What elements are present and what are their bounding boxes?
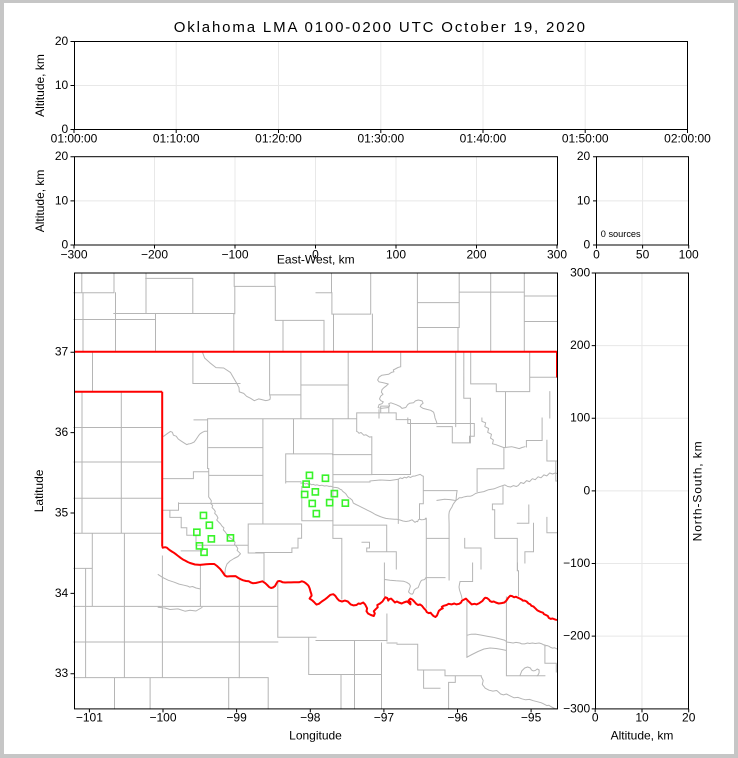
svg-text:100: 100 [679, 247, 699, 261]
svg-text:−100: −100 [149, 710, 176, 724]
svg-text:0: 0 [592, 710, 599, 724]
svg-text:0: 0 [584, 237, 591, 251]
svg-text:0 sources: 0 sources [601, 229, 641, 239]
svg-text:−96: −96 [447, 710, 468, 724]
svg-text:−101: −101 [76, 710, 103, 724]
svg-text:−300: −300 [60, 247, 87, 261]
svg-text:−95: −95 [521, 710, 542, 724]
svg-text:01:20:00: 01:20:00 [255, 131, 302, 145]
svg-text:37: 37 [55, 345, 69, 359]
svg-text:34: 34 [55, 586, 69, 600]
svg-text:−100: −100 [221, 247, 248, 261]
svg-text:−300: −300 [563, 701, 590, 715]
svg-text:10: 10 [55, 193, 69, 207]
svg-text:Altitude, km: Altitude, km [33, 170, 47, 233]
svg-text:300: 300 [570, 265, 590, 279]
svg-text:01:30:00: 01:30:00 [357, 131, 404, 145]
svg-text:01:50:00: 01:50:00 [562, 131, 609, 145]
svg-text:Altitude, km: Altitude, km [33, 54, 47, 117]
svg-text:−99: −99 [226, 710, 247, 724]
svg-text:100: 100 [570, 411, 590, 425]
svg-text:36: 36 [55, 425, 69, 439]
svg-text:0: 0 [62, 122, 69, 136]
svg-text:01:40:00: 01:40:00 [460, 131, 507, 145]
svg-text:200: 200 [466, 247, 486, 261]
svg-text:Latitude: Latitude [32, 469, 46, 512]
svg-text:100: 100 [386, 247, 406, 261]
svg-text:0: 0 [584, 483, 591, 497]
svg-text:East-West, km: East-West, km [277, 252, 355, 266]
svg-text:200: 200 [570, 338, 590, 352]
svg-text:−100: −100 [563, 556, 590, 570]
svg-text:20: 20 [682, 710, 696, 724]
svg-text:20: 20 [55, 149, 69, 163]
svg-text:20: 20 [55, 34, 69, 48]
svg-text:02:00:00: 02:00:00 [664, 131, 711, 145]
svg-text:10: 10 [577, 193, 591, 207]
svg-text:50: 50 [636, 247, 650, 261]
svg-text:01:00:00: 01:00:00 [51, 131, 98, 145]
svg-text:−97: −97 [374, 710, 395, 724]
svg-text:20: 20 [577, 149, 591, 163]
svg-text:0: 0 [312, 247, 319, 261]
svg-text:−98: −98 [300, 710, 321, 724]
svg-text:−200: −200 [141, 247, 168, 261]
svg-text:0: 0 [62, 237, 69, 251]
svg-text:Oklahoma LMA 0100-0200 UTC Oct: Oklahoma LMA 0100-0200 UTC October 19, 2… [174, 19, 587, 36]
svg-text:300: 300 [547, 247, 567, 261]
svg-text:Altitude, km: Altitude, km [611, 729, 674, 743]
svg-text:−200: −200 [563, 629, 590, 643]
svg-text:0: 0 [593, 247, 600, 261]
svg-text:01:10:00: 01:10:00 [153, 131, 200, 145]
svg-text:35: 35 [55, 505, 69, 519]
svg-text:Longitude: Longitude [289, 729, 342, 743]
svg-text:33: 33 [55, 666, 69, 680]
svg-text:10: 10 [635, 710, 649, 724]
svg-text:10: 10 [55, 78, 69, 92]
svg-text:North-South, km: North-South, km [691, 440, 705, 541]
